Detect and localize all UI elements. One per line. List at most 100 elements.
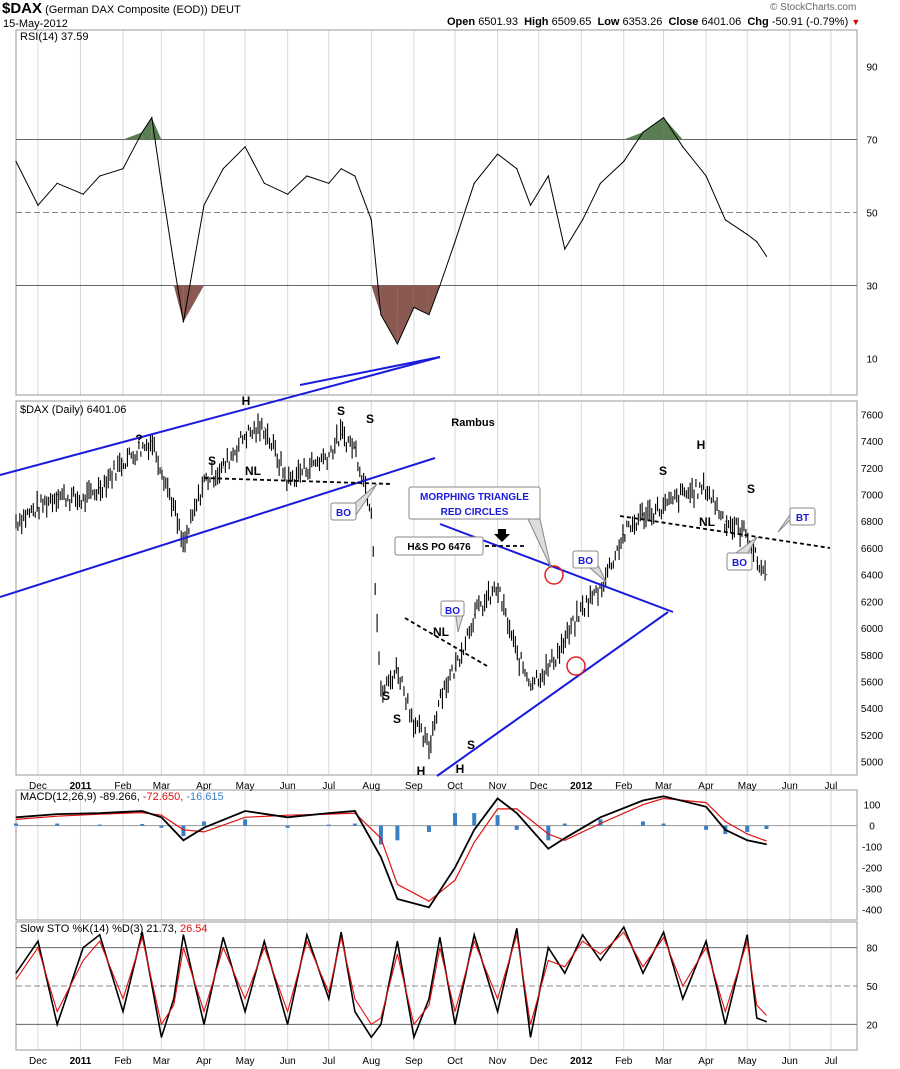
- rsi-overbought-fill: [623, 132, 643, 140]
- panel-frame-price: [15, 400, 858, 776]
- x-tick-label: Jul: [825, 1056, 838, 1067]
- channel-upper-line: [0, 356, 441, 476]
- price-point: [623, 534, 625, 536]
- macd-point: [56, 813, 58, 815]
- macd-histogram-bar: [97, 824, 102, 826]
- sto-point: [564, 972, 566, 974]
- macd-point: [473, 829, 475, 831]
- price-point: [99, 487, 101, 489]
- macd-histogram-bar: [140, 823, 145, 826]
- x-tick-label: Aug: [362, 1056, 380, 1067]
- triangle-lower-line: [436, 611, 669, 777]
- macd-histogram-bar: [395, 825, 400, 841]
- sto-point: [756, 1017, 758, 1019]
- rsi-point: [263, 182, 265, 184]
- rsi-point: [724, 219, 726, 221]
- x-tick-label: Mar: [153, 1056, 171, 1067]
- rsi-point: [746, 233, 748, 235]
- callout-bo-2-text: BO: [445, 606, 460, 617]
- macd-point: [642, 799, 644, 801]
- pattern-label-lbl-h1: H: [242, 394, 251, 408]
- price-point: [182, 547, 184, 549]
- sto-point: [765, 1021, 767, 1023]
- callout-morphing-triangle-text: MORPHING TRIANGLE: [420, 492, 529, 503]
- macd-histogram-bar: [326, 824, 331, 826]
- price-point: [765, 574, 767, 576]
- x-tick-label: 2012: [570, 1056, 593, 1067]
- sto-point: [160, 1036, 162, 1038]
- callout-hs-po-box: [394, 536, 484, 556]
- x-tick-label: Feb: [114, 781, 132, 792]
- price-point: [340, 433, 342, 435]
- macd-title: MACD(12,26,9) -89.266, -72.650, -16.615: [20, 791, 224, 803]
- low-label: Low: [597, 16, 620, 28]
- y-tick-label: 5200: [861, 731, 884, 742]
- x-tick-label: Oct: [447, 781, 463, 792]
- rsi-point: [99, 175, 101, 177]
- y-tick-label: -100: [862, 843, 882, 854]
- macd-point: [99, 812, 101, 814]
- rsi-point: [244, 146, 246, 148]
- callout-hs-po: H&S PO 6476: [394, 536, 484, 556]
- x-tick-label: Oct: [447, 1056, 463, 1067]
- high-label: High: [524, 16, 549, 28]
- y-tick-label: 5400: [861, 704, 884, 715]
- macd-histogram-bar: [562, 823, 567, 826]
- rsi-point: [582, 219, 584, 221]
- rsi-point: [15, 160, 17, 162]
- callout-bo-2: BO: [440, 600, 465, 633]
- rsi-point: [705, 175, 707, 177]
- price-point: [705, 487, 707, 489]
- panel-frame-macd: [15, 789, 858, 921]
- macd-histogram-bar: [598, 819, 603, 826]
- low-value: 6353.26: [622, 16, 663, 28]
- ohlc-summary: Open 6501.93 High 6509.65 Low 6353.26 Cl…: [447, 16, 860, 28]
- x-tick-label: Mar: [655, 1056, 673, 1067]
- sto-point: [263, 940, 265, 942]
- callout-bt-box: [789, 507, 816, 526]
- pattern-label-lbl-h4: H: [697, 438, 706, 452]
- price-point: [663, 507, 665, 509]
- open-label: Open: [447, 16, 476, 28]
- macd-histogram-bar: [472, 813, 477, 826]
- rsi-point: [340, 168, 342, 170]
- price-point: [547, 667, 549, 669]
- rsi-point: [173, 263, 175, 265]
- rsi-point: [380, 314, 382, 316]
- sto-point: [306, 934, 308, 936]
- rsi-point: [306, 175, 308, 177]
- callout-bo-2-box: [440, 600, 465, 617]
- callout-bt-text: BT: [796, 513, 809, 524]
- macd-histogram-bar: [453, 813, 458, 826]
- sto-point: [141, 931, 143, 933]
- price-point: [582, 607, 584, 609]
- red-circle-lower: [566, 656, 586, 676]
- rsi-point: [122, 168, 124, 170]
- price-point: [599, 587, 601, 589]
- pattern-label-lbl-s4: S: [382, 689, 390, 703]
- sto-point: [370, 1036, 372, 1038]
- sto-title-main: Slow STO %K(14) %D(3) 21.73,: [20, 923, 180, 935]
- rsi-point: [413, 306, 415, 308]
- price-title: $DAX (Daily) 6401.06: [20, 404, 126, 416]
- y-tick-label: 6800: [861, 517, 884, 528]
- y-tick-label: 30: [866, 282, 878, 293]
- callout-hs-po-text: H&S PO 6476: [407, 542, 471, 553]
- y-tick-label: 80: [866, 944, 878, 955]
- pattern-label-lbl-s1: S: [208, 454, 216, 468]
- rsi-point: [547, 175, 549, 177]
- price-point: [413, 721, 415, 723]
- red-circle-upper: [544, 565, 564, 585]
- callout-morphing-triangle: MORPHING TRIANGLE RED CIRCLES: [408, 486, 552, 569]
- macd-histogram-bar: [640, 821, 645, 826]
- rsi-point: [642, 131, 644, 133]
- rsi-point: [222, 168, 224, 170]
- callout-bo-3: BO: [572, 550, 607, 583]
- sto-point: [746, 934, 748, 936]
- rsi-overbought-fill: [123, 132, 143, 140]
- rsi-point: [516, 168, 518, 170]
- neckline-3: [619, 515, 831, 549]
- pattern-label-lbl-s6: S: [467, 738, 475, 752]
- macd-histogram-bar: [426, 825, 431, 832]
- price-point: [263, 427, 265, 429]
